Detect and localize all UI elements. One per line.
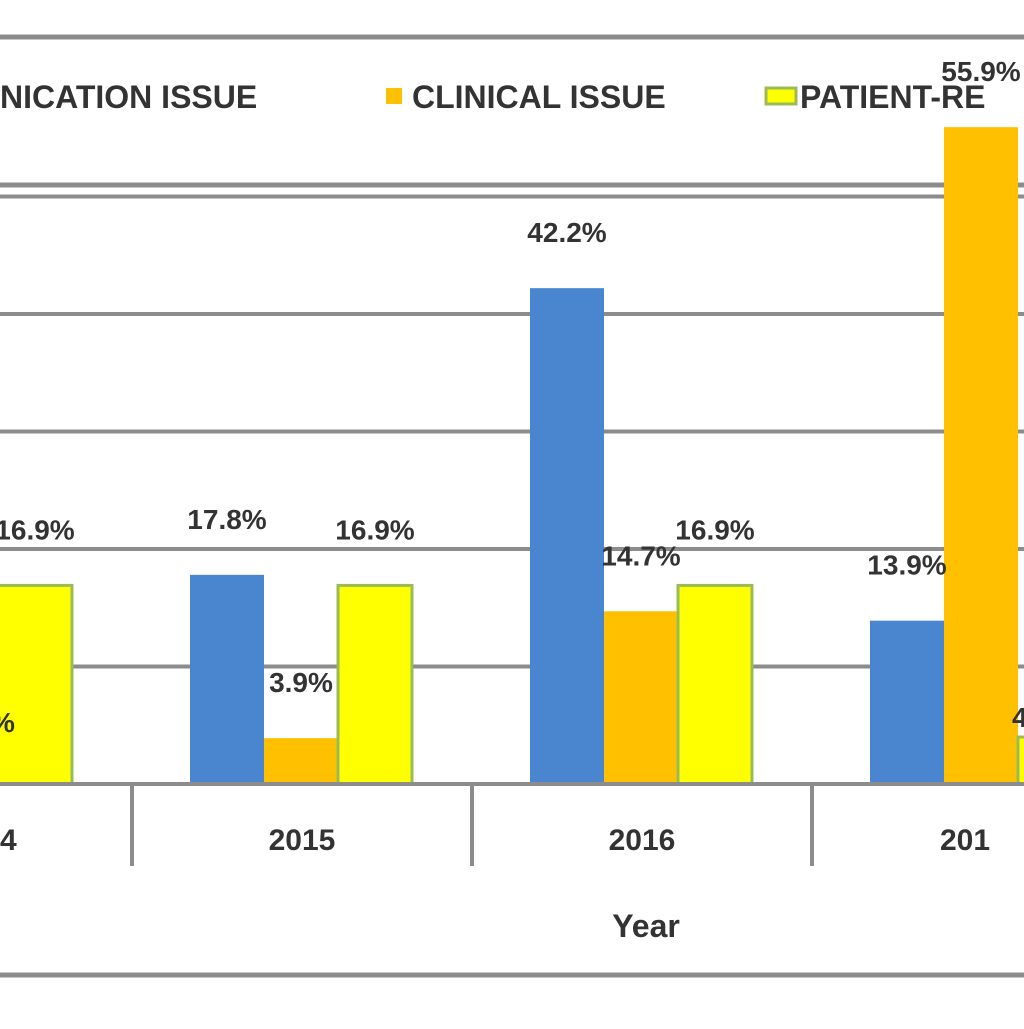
data-label: 3.9% — [269, 667, 333, 698]
edge-label-2014-clinical: % — [0, 707, 15, 738]
data-label: 16.9% — [675, 514, 754, 545]
data-label: 42.2% — [527, 217, 606, 248]
data-label: 13.9% — [867, 550, 946, 581]
bar — [676, 583, 754, 786]
legend-label-communication: NICATION ISSUE — [0, 79, 257, 115]
legend: NICATION ISSUE CLINICAL ISSUE PATIENT-RE — [0, 79, 985, 115]
legend-label-patient: PATIENT-RE — [800, 79, 985, 115]
legend-swatch-patient — [764, 86, 798, 106]
x-tick-label: 2015 — [269, 824, 336, 857]
x-axis-title: Year — [612, 908, 680, 944]
bar — [336, 583, 414, 786]
data-label: 16.9% — [0, 514, 75, 545]
data-labels: 16.9% 17.8%3.9%16.9%42.2%14.7%16.9%13.9%5… — [0, 56, 1021, 698]
data-label: 14.7% — [601, 540, 680, 571]
x-tick-label: 201 — [940, 824, 990, 857]
legend-label-clinical: CLINICAL ISSUE — [412, 79, 666, 115]
bar — [0, 583, 74, 786]
bar — [190, 574, 264, 784]
data-label: 55.9% — [941, 56, 1020, 87]
data-label: 17.8% — [187, 504, 266, 535]
bar — [530, 288, 604, 784]
bar — [604, 611, 678, 784]
x-axis: 4 2015 2016 201 — [0, 784, 990, 866]
x-tick-label: 4 — [0, 824, 17, 857]
data-label: 16.9% — [335, 514, 414, 545]
bar — [264, 738, 338, 784]
bar — [944, 127, 1018, 785]
legend-swatch-clinical — [386, 88, 402, 104]
gridlines — [0, 194, 1024, 669]
bar — [1016, 735, 1024, 786]
x-tick-label: 2016 — [609, 824, 676, 857]
bar — [870, 620, 944, 784]
edge-label-2017-patient: 4 — [1012, 702, 1024, 733]
bars — [0, 127, 1024, 786]
